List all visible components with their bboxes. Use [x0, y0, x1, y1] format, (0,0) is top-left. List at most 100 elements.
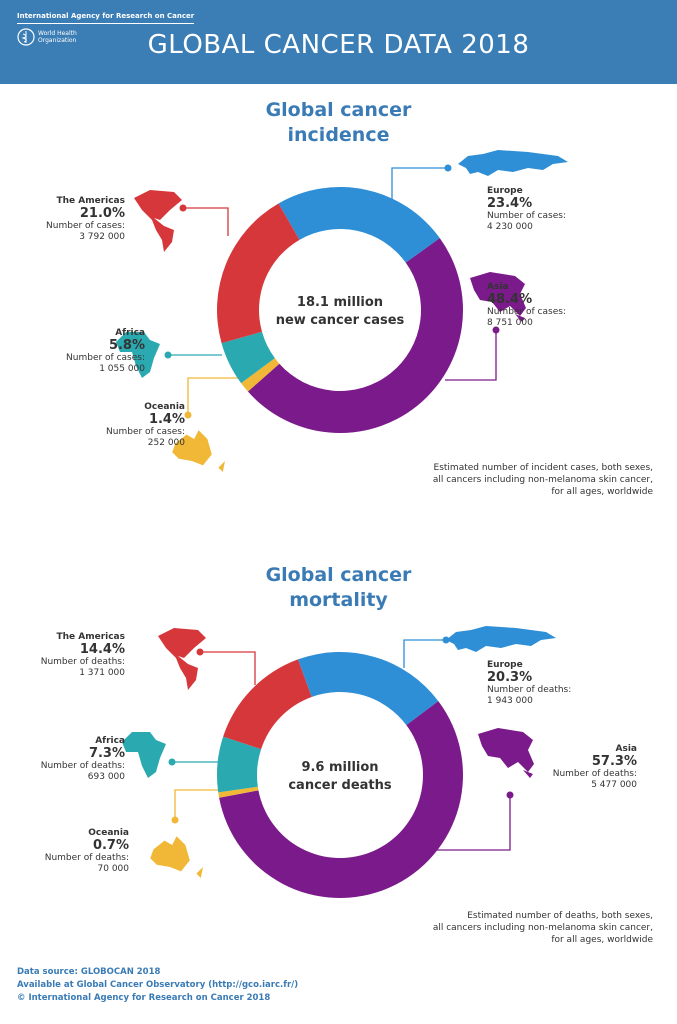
slice-percent: 1.4%: [148, 412, 185, 427]
slice-percent: 21.0%: [79, 206, 125, 221]
metric-label: Number of deaths:: [40, 657, 125, 667]
slice-count: 3 792 000: [79, 232, 125, 242]
slice-region: Europe: [487, 186, 523, 196]
availability-link[interactable]: Available at Global Cancer Observatory (…: [17, 980, 299, 990]
leader-dot-asia: [506, 791, 514, 799]
slice-count: 252 000: [147, 438, 185, 448]
slice-percent: 23.4%: [487, 196, 533, 211]
slice-europe: [297, 652, 439, 726]
slice-the-americas: [217, 203, 300, 344]
metric-label: Number of cases:: [487, 307, 566, 317]
slice-count: 1 055 000: [99, 364, 145, 374]
oceaniamap-icon: [150, 836, 203, 878]
who-text: World Health Organization: [38, 30, 77, 44]
label-asia: Asia 48.4% Number of cases: 8 751 000: [487, 282, 566, 329]
label-africa: Africa 5.8% Number of cases: 1 055 000: [66, 328, 145, 375]
slice-percent: 0.7%: [92, 838, 129, 853]
label-the-americas: The Americas 14.4% Number of deaths: 1 371 …: [41, 632, 125, 679]
leader-dot-europe: [444, 164, 452, 172]
slice-count: 1 371 000: [79, 668, 125, 678]
note-line: all cancers including non-melanoma skin …: [432, 475, 653, 485]
slice-africa: [217, 736, 262, 793]
metric-label: Number of cases:: [46, 221, 125, 231]
footer: Data source: GLOBOCAN 2018 Available at …: [17, 966, 298, 1005]
who-emblem-icon: [17, 28, 35, 46]
leader-dot-the-americas: [196, 648, 204, 656]
leader-dot-the-americas: [179, 204, 187, 212]
copyright: © International Agency for Research on C…: [17, 993, 271, 1003]
note-line: Estimated number of incident cases, both…: [433, 463, 653, 473]
label-asia: Asia 57.3% Number of deaths: 5 477 000: [553, 744, 637, 791]
label-oceania: Oceania 0.7% Number of deaths: 70 000: [45, 828, 129, 875]
the-americasmap-icon: [134, 190, 182, 252]
metric-label: Number of cases:: [106, 427, 185, 437]
slice-region: Africa: [95, 736, 125, 746]
donut-center-label: 9.6 million cancer deaths: [260, 759, 420, 795]
africamap-icon: [122, 732, 166, 778]
who-logo: World Health Organization: [17, 28, 84, 46]
slice-asia: [219, 701, 463, 899]
slice-count: 8 751 000: [487, 318, 533, 328]
metric-label: Number of deaths:: [40, 761, 125, 771]
leader-line-the-americas: [200, 651, 256, 685]
leader-dot-oceania: [171, 816, 179, 824]
label-europe: Europe 20.3% Number of deaths: 1 943 000: [487, 660, 571, 707]
slice-percent: 14.4%: [79, 642, 125, 657]
leader-dot-africa: [168, 758, 176, 766]
chart-note: Estimated number of deaths, both sexes, a…: [433, 910, 653, 946]
leader-dot-oceania: [184, 411, 192, 419]
slice-region: Africa: [115, 328, 145, 338]
metric-label: Number of deaths:: [44, 853, 129, 863]
center-center-line2: new cancer cases: [275, 313, 405, 328]
slice-count: 4 230 000: [487, 222, 533, 232]
leader-line-oceania: [174, 789, 226, 820]
slice-percent: 5.8%: [108, 338, 145, 353]
note-line: for all ages, worldwide: [551, 935, 653, 945]
slice-region: Oceania: [144, 402, 185, 412]
slice-asia: [247, 238, 463, 433]
metric-label: Number of deaths:: [552, 769, 637, 779]
slice-region: The Americas: [56, 196, 125, 206]
slice-percent: 57.3%: [591, 754, 637, 769]
page-title: GLOBAL CANCER DATA 2018: [147, 30, 530, 60]
slice-oceania: [218, 786, 259, 798]
leader-line-asia: [436, 795, 511, 851]
slice-africa: [221, 331, 275, 384]
slice-region: Oceania: [88, 828, 129, 838]
donut-chart-mortality: [122, 626, 556, 899]
leader-dot-asia: [492, 326, 500, 334]
the-americasmap-icon: [158, 628, 206, 690]
slice-percent: 7.3%: [88, 746, 125, 761]
asiamap-icon: [470, 272, 526, 322]
slice-percent: 20.3%: [487, 670, 533, 685]
slice-count: 1 943 000: [487, 696, 533, 706]
europemap-icon: [458, 150, 568, 176]
metric-label: Number of cases:: [487, 211, 566, 221]
donut-center-label: 18.1 million new cancer cases: [260, 294, 420, 330]
incidence-title: Global cancer incidence: [265, 99, 412, 146]
center-center-line2: cancer deaths: [288, 778, 392, 793]
slice-percent: 48.4%: [487, 292, 533, 307]
leader-dot-africa: [164, 351, 172, 359]
label-oceania: Oceania 1.4% Number of cases: 252 000: [106, 402, 185, 449]
label-europe: Europe 23.4% Number of cases: 4 230 000: [487, 186, 566, 233]
label-africa: Africa 7.3% Number of deaths: 693 000: [41, 736, 125, 783]
europemap-icon: [446, 626, 556, 652]
slice-region: Asia: [615, 744, 637, 754]
slice-count: 70 000: [97, 864, 130, 874]
slice-europe: [278, 187, 440, 263]
slice-region: The Americas: [56, 632, 125, 642]
note-line: for all ages, worldwide: [551, 487, 653, 497]
center-center-line1: 18.1 million: [296, 295, 384, 310]
africamap-icon: [116, 332, 160, 378]
slice-region: Asia: [487, 282, 509, 292]
leader-line-oceania: [187, 377, 238, 415]
data-source: Data source: GLOBOCAN 2018: [17, 967, 161, 977]
note-line: all cancers including non-melanoma skin …: [432, 923, 653, 933]
oceaniamap-icon: [172, 430, 225, 472]
header: International Agency for Research on Can…: [0, 0, 677, 84]
chart-note: Estimated number of incident cases, both…: [433, 462, 653, 498]
donut-chart-incidence: [116, 150, 568, 472]
center-center-line1: 9.6 million: [301, 760, 379, 775]
